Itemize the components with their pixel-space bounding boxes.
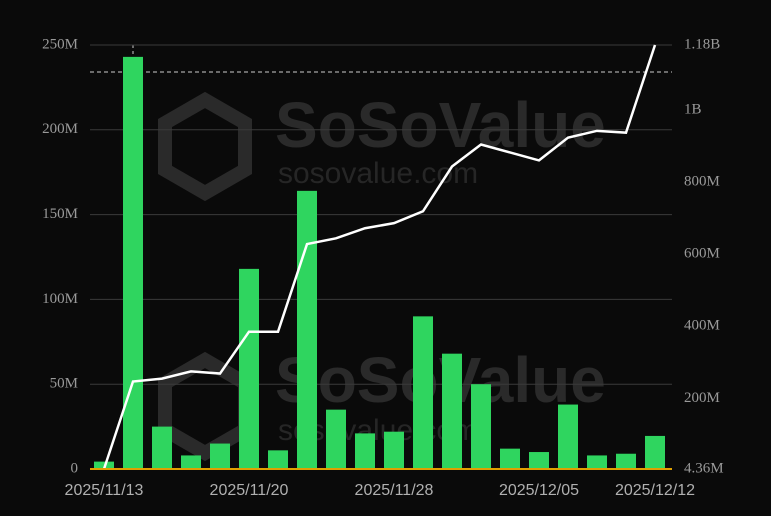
bar — [326, 409, 346, 469]
y-tick-label: 0 — [71, 460, 79, 476]
y2-tick-label: 600M — [684, 246, 720, 262]
y-tick-label: 250M — [42, 36, 78, 52]
x-tick-label: 2025/11/20 — [210, 482, 289, 499]
y2-tick-label: 1B — [684, 101, 702, 117]
bar — [587, 455, 607, 469]
bar — [413, 316, 433, 469]
x-tick-label: 2025/11/13 — [65, 482, 144, 499]
bar — [442, 353, 462, 469]
y-tick-label: 200M — [42, 121, 78, 137]
watermark: SoSoValue — [275, 89, 606, 161]
bar — [529, 452, 549, 469]
bar — [616, 453, 636, 469]
bar — [355, 433, 375, 469]
x-tick-label: 2025/12/05 — [499, 482, 579, 499]
bar — [471, 384, 491, 469]
y2-tick-label: 200M — [684, 390, 720, 406]
bar — [645, 435, 665, 469]
bar — [152, 426, 172, 469]
bar — [500, 448, 520, 469]
bar — [268, 450, 288, 469]
watermark: SoSoValue — [275, 344, 606, 416]
bar — [558, 404, 578, 469]
x-tick-label: 2025/11/28 — [355, 482, 434, 499]
bar — [123, 56, 143, 469]
y2-tick-label: 400M — [684, 318, 720, 334]
bar — [239, 268, 259, 469]
y-tick-label: 150M — [42, 206, 78, 222]
y2-tick-label: 1.18B — [684, 36, 720, 52]
y2-tick-label: 800M — [684, 173, 720, 189]
y-tick-label: 50M — [50, 376, 78, 392]
x-tick-label: 2025/12/12 — [615, 482, 695, 499]
bar — [181, 455, 201, 469]
bar — [210, 443, 230, 469]
line — [102, 44, 657, 470]
watermark-url: sosovalue.com — [278, 157, 478, 190]
bar — [297, 190, 317, 469]
y2-tick-label: 4.36M — [684, 460, 724, 476]
bar — [384, 431, 404, 469]
y-tick-label: 100M — [42, 291, 78, 307]
